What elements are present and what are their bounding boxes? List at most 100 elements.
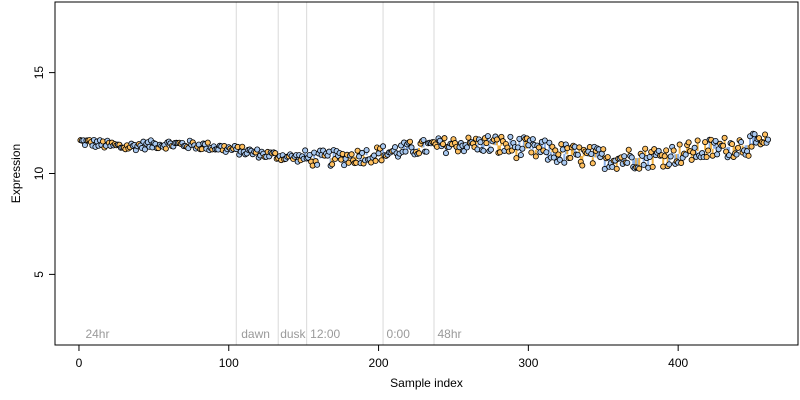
data-point [519,145,526,152]
data-point [691,144,698,151]
data-point [363,147,370,154]
data-point [380,143,387,150]
data-point [642,145,649,152]
data-point [460,148,467,155]
data-point [378,157,385,164]
data-point [439,141,446,148]
data-point [703,154,710,161]
x-axis: 0 100 200 300 400 [76,344,688,370]
data-point [550,154,557,161]
data-point [676,141,683,148]
data-point [705,147,712,154]
data-point [423,148,430,155]
phase-boundaries [235,2,435,345]
data-point [546,139,553,146]
data-point [670,147,677,154]
phase-label: dusk [280,327,306,341]
data-point [685,139,692,146]
phase-label: 0:00 [387,327,411,341]
data-point [493,136,500,143]
phase-labels: 24hr dawn dusk 12:00 0:00 48hr [85,327,461,341]
x-tick-label: 200 [369,356,389,370]
data-point [589,160,596,167]
data-point [646,153,653,160]
data-point [567,154,574,161]
data-point [720,142,727,149]
data-point [694,137,701,144]
data-point [621,153,628,160]
data-point [359,149,366,156]
data-point [765,136,772,143]
data-point [517,152,524,159]
data-point [372,157,379,164]
data-point [532,153,539,160]
data-point [649,163,656,170]
data-point [762,131,769,138]
y-tick-label: 15 [32,66,46,80]
data-point [483,140,490,147]
data-point [666,161,673,168]
data-point [402,148,409,155]
data-point [748,143,755,150]
data-point [625,146,632,153]
data-point [556,156,563,163]
data-point [561,159,568,166]
data-point [576,144,583,151]
data-point [407,138,414,145]
data-point [420,136,427,143]
phase-label: dawn [241,327,270,341]
x-tick-label: 400 [668,356,688,370]
phase-label: 24hr [85,327,109,341]
data-point [329,161,336,168]
data-point [484,133,491,140]
data-point [613,165,620,172]
phase-label: 48hr [437,327,461,341]
data-point [528,149,535,156]
data-point [738,139,745,146]
x-axis-title: Sample index [390,376,463,390]
data-point [442,150,449,157]
data-point [507,133,514,140]
phase-label: 12:00 [310,327,340,341]
data-point [392,144,399,151]
data-point [441,135,448,142]
data-point [733,151,740,158]
data-point [663,147,670,154]
data-point [688,156,695,163]
y-tick-label: 5 [32,271,46,278]
data-point [480,147,487,154]
x-tick-label: 0 [76,356,83,370]
data-point [751,131,758,138]
data-point [306,151,313,158]
data-point [600,146,607,153]
data-point [729,141,736,148]
data-point [682,151,689,158]
data-point [162,145,169,152]
data-point [714,151,721,158]
data-point [588,150,595,157]
data-point [702,139,709,146]
data-point [721,134,728,141]
data-point [529,136,536,143]
data-point [756,135,763,142]
data-point [555,151,562,158]
data-point [640,161,647,168]
data-point [345,159,352,166]
data-point [661,153,668,160]
data-point [543,149,550,156]
x-tick-label: 300 [518,356,538,370]
data-point [513,155,520,162]
plot-frame [54,1,799,346]
data-point [628,154,635,161]
data-point [341,162,348,169]
data-point [314,161,321,168]
data-point [636,165,643,172]
data-point [574,151,581,158]
data-point [141,146,148,153]
data-point [624,159,631,166]
data-point [477,139,484,146]
data-point [667,153,674,160]
data-point [604,154,611,161]
data-point [204,139,211,146]
